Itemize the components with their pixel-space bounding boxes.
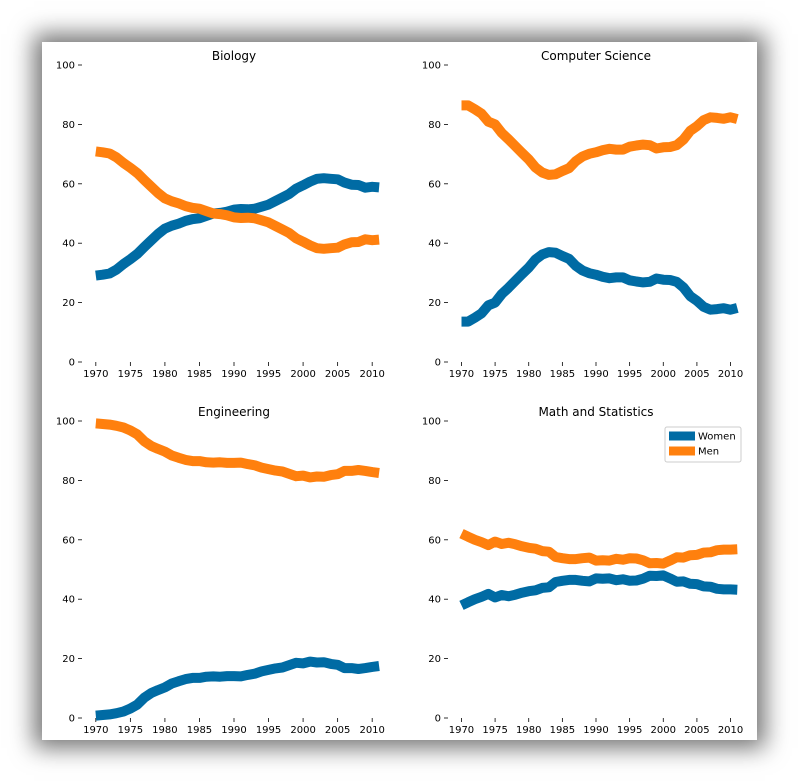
- x-tick-label: 1990: [221, 369, 246, 380]
- x-tick-label: 2005: [684, 369, 709, 380]
- x-tick-label: 2000: [290, 369, 315, 380]
- x-tick-label: 1985: [550, 725, 575, 736]
- chart-title: Math and Statistics: [538, 405, 653, 419]
- x-tick-label: 2000: [651, 725, 676, 736]
- y-tick-label: 80: [428, 120, 441, 131]
- x-tick-label: 1980: [516, 369, 541, 380]
- figure-card: Biology 0 20 40 60 80 100 1970 1975 1980 1985 1990 1…: [42, 42, 757, 740]
- series-line-women: [95, 656, 380, 721]
- chart-panel-1: Biology 0 20 40 60 80 100 1970 1975 1980 1985 1990 1…: [56, 49, 385, 380]
- x-tick-label: 1975: [118, 369, 143, 380]
- series-line-men: [459, 529, 738, 569]
- x-tick-label: 1995: [256, 369, 281, 380]
- chart-panel-3: Engineering 0 20 40 60 80 100 1970 1975 1980 1985 1…: [56, 405, 385, 736]
- y-tick-label: 80: [62, 476, 75, 487]
- x-tick-label: 1990: [221, 725, 246, 736]
- x-tick-label: 1970: [449, 369, 474, 380]
- chart-panel-4: Math and Statistics 0 20 40 60 80 100 1970 1975 1…: [422, 405, 743, 736]
- x-tick-label: 1970: [449, 725, 474, 736]
- x-tick-label: 2005: [684, 725, 709, 736]
- y-tick-label: 80: [428, 476, 441, 487]
- chart-panel-2: Computer Science 0 20 40 60 80 100 1970 1975 1980…: [422, 49, 743, 380]
- y-tick-label: 20: [428, 298, 441, 309]
- x-tick-label: 2010: [718, 725, 743, 736]
- legend-label-women: Women: [698, 432, 736, 443]
- x-tick-label: 2000: [651, 369, 676, 380]
- x-tick-label: 2010: [718, 369, 743, 380]
- y-tick-label: 100: [56, 417, 75, 428]
- series-line-women: [95, 173, 380, 281]
- y-tick-label: 20: [62, 654, 75, 665]
- x-tick-label: 2010: [359, 369, 384, 380]
- legend-label-men: Men: [698, 447, 719, 458]
- x-tick-label: 1970: [83, 369, 108, 380]
- x-tick-label: 1995: [617, 725, 642, 736]
- y-tick-label: 40: [428, 595, 441, 606]
- y-tick-label: 0: [435, 358, 441, 369]
- y-tick-label: 40: [62, 239, 75, 250]
- chart-title: Biology: [212, 49, 256, 63]
- y-tick-label: 60: [62, 535, 75, 546]
- y-tick-label: 0: [69, 714, 75, 725]
- x-tick-label: 2005: [325, 725, 350, 736]
- y-tick-label: 0: [69, 358, 75, 369]
- chart-legend: Women Men: [664, 426, 742, 463]
- y-tick-label: 20: [62, 298, 75, 309]
- y-tick-label: 80: [62, 120, 75, 131]
- chart-title: Computer Science: [541, 49, 651, 63]
- y-tick-label: 100: [56, 61, 75, 72]
- x-tick-label: 1985: [187, 725, 212, 736]
- x-tick-label: 1975: [118, 725, 143, 736]
- y-tick-label: 20: [428, 654, 441, 665]
- figure: Biology 0 20 40 60 80 100 1970 1975 1980 1985 1990 1…: [56, 49, 743, 736]
- series-line-men: [461, 100, 739, 180]
- x-tick-label: 1995: [256, 725, 281, 736]
- x-tick-label: 1985: [550, 369, 575, 380]
- series-line-men: [95, 146, 380, 254]
- y-tick-label: 0: [435, 714, 441, 725]
- y-tick-label: 60: [428, 535, 441, 546]
- y-tick-label: 100: [422, 61, 441, 72]
- x-tick-label: 1975: [482, 725, 507, 736]
- series-line-men: [95, 418, 380, 483]
- chart-title: Engineering: [198, 405, 270, 419]
- y-tick-label: 60: [428, 179, 441, 190]
- y-tick-label: 60: [62, 179, 75, 190]
- x-tick-label: 1975: [482, 369, 507, 380]
- x-tick-label: 2000: [290, 725, 315, 736]
- x-tick-label: 2005: [325, 369, 350, 380]
- x-tick-label: 1995: [617, 369, 642, 380]
- x-tick-label: 1970: [83, 725, 108, 736]
- x-tick-label: 1980: [516, 725, 541, 736]
- x-tick-label: 1990: [583, 725, 608, 736]
- x-tick-label: 2010: [359, 725, 384, 736]
- y-tick-label: 100: [422, 417, 441, 428]
- series-line-women: [461, 247, 739, 327]
- x-tick-label: 1980: [152, 369, 177, 380]
- y-tick-label: 40: [62, 595, 75, 606]
- x-tick-label: 1985: [187, 369, 212, 380]
- x-tick-label: 1980: [152, 725, 177, 736]
- series-line-women: [459, 570, 738, 610]
- y-tick-label: 40: [428, 239, 441, 250]
- x-tick-label: 1990: [583, 369, 608, 380]
